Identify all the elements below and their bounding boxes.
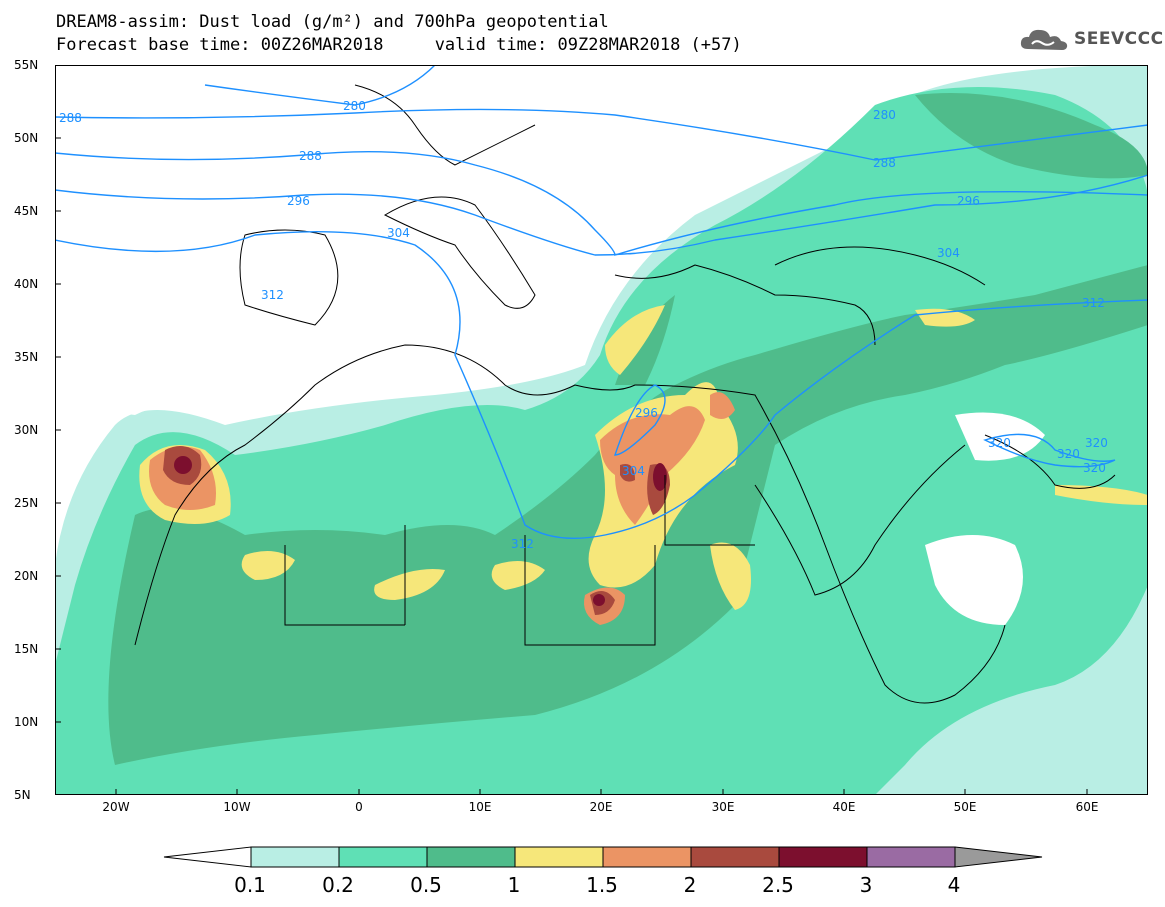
contour-label: 304 [937, 246, 960, 260]
lon-label: 10W [223, 800, 251, 814]
geopotential-contours [55, 65, 1148, 539]
legend-label: 1.5 [586, 873, 618, 897]
legend-swatch [690, 846, 780, 868]
legend-under-triangle [163, 846, 252, 868]
lon-label: 0 [355, 800, 363, 814]
legend-swatch [338, 846, 428, 868]
lon-label: 20E [589, 800, 613, 814]
contour-label: 320 [1083, 461, 1106, 475]
legend-label: 3 [859, 873, 873, 897]
legend-label: 2.5 [762, 873, 794, 897]
legend-swatch [426, 846, 516, 868]
dust-map: 288 280 288 296 304 312 280 288 296 304 … [55, 65, 1148, 795]
axis-ticks [55, 137, 1088, 795]
legend-swatch [866, 846, 956, 868]
contour-label: 280 [873, 108, 896, 122]
legend-label: 4 [947, 873, 961, 897]
contour-label: 304 [387, 226, 410, 240]
dust-3-region [174, 456, 667, 606]
contour-label: 320 [988, 436, 1011, 450]
lat-label: 10N [14, 715, 39, 729]
legend-label: 1 [507, 873, 521, 897]
contour-label: 288 [873, 156, 896, 170]
color-legend-bar [163, 846, 1043, 868]
contour-label: 296 [957, 194, 980, 208]
legend-swatch [250, 846, 340, 868]
legend-swatch [778, 846, 868, 868]
contour-label: 312 [511, 537, 534, 551]
lon-label: 20W [102, 800, 130, 814]
lat-label: 25N [14, 496, 39, 510]
contour-label: 312 [1082, 296, 1105, 310]
contour-label: 296 [635, 406, 658, 420]
contour-label: 288 [299, 149, 322, 163]
lat-label: 55N [14, 58, 39, 72]
lon-label: 10E [468, 800, 492, 814]
lat-label: 40N [14, 277, 39, 291]
contour-label: 304 [622, 464, 645, 478]
lat-label: 45N [14, 204, 39, 218]
cloud-icon [1020, 29, 1068, 50]
legend-over-triangle [954, 846, 1043, 868]
coastlines [134, 84, 1116, 704]
lat-label: 20N [14, 569, 39, 583]
contour-label: 280 [343, 99, 366, 113]
contour-label: 288 [59, 111, 82, 125]
lon-label: 50E [953, 800, 977, 814]
contour-labels: 288 280 288 296 304 312 280 288 296 304 … [59, 99, 1108, 551]
legend-label: 0.5 [410, 873, 442, 897]
contour-label: 320 [1085, 436, 1108, 450]
legend-label: 2 [683, 873, 697, 897]
lat-label: 5N [14, 788, 31, 802]
lat-label: 35N [14, 350, 39, 364]
legend-label: 0.2 [322, 873, 354, 897]
clear-areas [55, 65, 1045, 625]
lon-label: 60E [1075, 800, 1099, 814]
contour-label: 320 [1057, 447, 1080, 461]
map-title: DREAM8-assim: Dust load (g/m²) and 700hP… [56, 12, 609, 32]
legend-label: 0.1 [234, 873, 266, 897]
lat-label: 30N [14, 423, 39, 437]
map-subtitle: Forecast base time: 00Z26MAR2018 valid t… [56, 35, 742, 55]
contour-label: 312 [261, 288, 284, 302]
contour-label: 296 [287, 194, 310, 208]
seevccc-logo: SEEVCCC [1018, 25, 1164, 53]
legend-swatch [514, 846, 604, 868]
lat-label: 15N [14, 642, 39, 656]
lat-label: 50N [14, 131, 39, 145]
logo-text: SEEVCCC [1074, 29, 1164, 49]
lon-label: 40E [832, 800, 856, 814]
legend-swatch [602, 846, 692, 868]
lon-label: 30E [711, 800, 735, 814]
